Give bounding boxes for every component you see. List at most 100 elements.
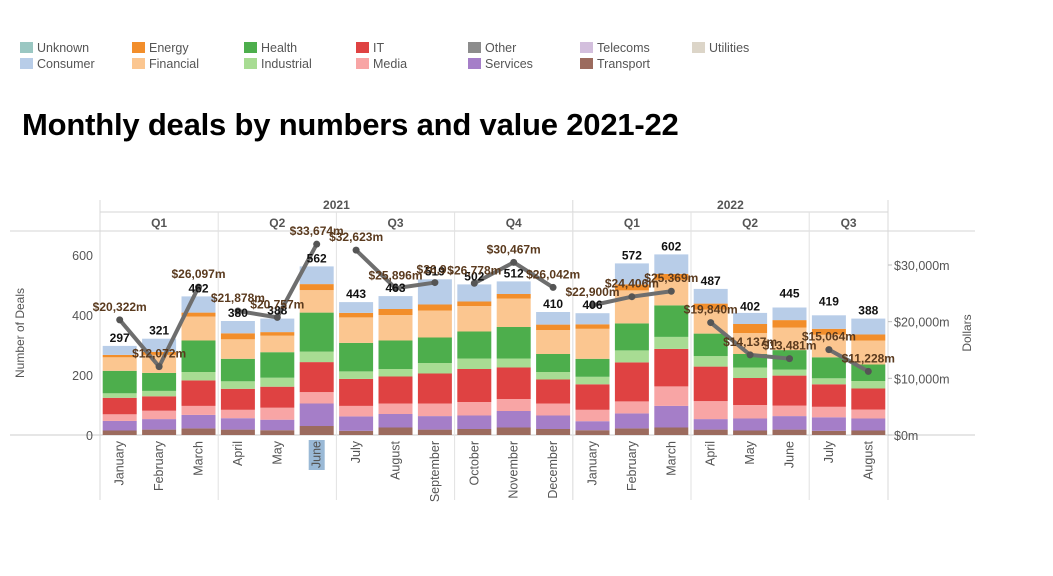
bar-segment-it (181, 380, 216, 406)
deal-value-label: $33,674m (290, 224, 344, 238)
bar-segment-industrial (733, 367, 768, 378)
value-point (707, 319, 715, 327)
month-label: August (861, 440, 875, 479)
bar-segment-services (851, 418, 886, 431)
month-label: February (625, 440, 639, 491)
chart-title: Monthly deals by numbers and value 2021-… (22, 107, 679, 142)
legend-label: Utilities (709, 41, 750, 55)
bar-segment-consumer (299, 266, 334, 285)
bar-segment-industrial (772, 369, 807, 376)
bar-segment-energy (457, 301, 492, 306)
bar-segment-health (378, 340, 413, 369)
bar-segment-services (457, 415, 492, 429)
bar-segment-media (536, 403, 571, 416)
bar-segment-transport (102, 430, 137, 435)
bar-segment-services (496, 411, 531, 428)
legend-label: Financial (149, 57, 200, 71)
value-point (155, 363, 163, 371)
quarter-header: Q3 (841, 216, 857, 230)
month-label: July (349, 440, 363, 463)
bar-segment-consumer (260, 318, 295, 333)
value-point (116, 316, 124, 324)
quarter-header: Q2 (269, 216, 285, 230)
bar-segment-consumer (496, 281, 531, 294)
bar-segment-services (181, 414, 216, 429)
legend-item-industrial[interactable]: Industrial (244, 57, 312, 71)
bar-segment-consumer (378, 296, 413, 309)
bar-segment-health (614, 323, 649, 351)
bar-segment-it (220, 388, 255, 410)
bar-segment-financial (339, 317, 374, 343)
value-point (589, 301, 596, 309)
bar-segment-health (142, 372, 177, 391)
bar-segment-energy (575, 324, 610, 329)
legend-swatch (132, 58, 145, 69)
month-label: June (310, 441, 324, 468)
bar-segment-transport (417, 429, 452, 435)
month-label: March (664, 441, 678, 476)
legend-item-financial[interactable]: Financial (132, 57, 199, 71)
deal-value-label: $15,064m (802, 330, 856, 344)
legend-item-transport[interactable]: Transport (580, 57, 650, 71)
bar-segment-transport (339, 430, 374, 435)
bar-segment-transport (299, 426, 334, 435)
bar-segment-industrial (142, 390, 177, 397)
bar-segment-transport (614, 428, 649, 435)
bar-segment-services (102, 420, 137, 431)
deal-total-label: 602 (661, 239, 681, 253)
bar-segment-it (339, 378, 374, 406)
legend-swatch (20, 58, 33, 69)
bar-segment-services (260, 419, 295, 431)
bar-segment-media (457, 402, 492, 416)
month-label: December (546, 441, 560, 499)
bar-segment-health (536, 354, 571, 372)
deal-total-label: 487 (701, 274, 721, 288)
bar-segment-media (733, 405, 768, 419)
legend-item-unknown[interactable]: Unknown (20, 41, 89, 55)
bar-segment-it (811, 384, 846, 407)
bar-segment-transport (142, 429, 177, 435)
bar-segment-media (575, 409, 610, 422)
bar-segment-energy (220, 333, 255, 340)
bar-segment-financial (260, 335, 295, 353)
bar-segment-it (693, 366, 728, 402)
bar-segment-transport (220, 429, 255, 435)
deal-total-label: 297 (110, 331, 130, 345)
legend-item-telecoms[interactable]: Telecoms (580, 41, 650, 55)
bar-segment-industrial (102, 393, 137, 398)
bar-segment-media (811, 406, 846, 418)
deal-value-label: $12,072m (132, 347, 186, 361)
legend-item-services[interactable]: Services (468, 57, 533, 71)
value-point (864, 367, 872, 375)
bar-segment-services (693, 419, 728, 430)
bar-segment-industrial (496, 358, 531, 368)
bar-segment-services (614, 413, 649, 429)
value-point (746, 351, 754, 359)
bar-segment-media (299, 392, 334, 404)
bar-segment-health (102, 370, 137, 394)
y-tick-left: 200 (72, 369, 93, 383)
legend-item-energy[interactable]: Energy (132, 41, 189, 55)
month-label: April (704, 441, 718, 466)
month-label: September (428, 441, 442, 502)
bar-segment-financial (811, 334, 846, 358)
legend-item-consumer[interactable]: Consumer (20, 57, 95, 71)
deal-total-label: 462 (188, 281, 208, 295)
bar-segment-services (536, 415, 571, 429)
legend-item-utilities[interactable]: Utilities (692, 41, 749, 55)
bar-segment-services (378, 414, 413, 428)
legend-item-health[interactable]: Health (244, 41, 297, 55)
legend-item-it[interactable]: IT (356, 41, 384, 55)
bar-segment-energy (536, 324, 571, 330)
bar-segment-energy (339, 312, 374, 318)
bar-segment-it (575, 384, 610, 410)
bar-segment-services (417, 416, 452, 430)
y-axis-label-left: Number of Deals (13, 288, 27, 378)
legend-item-media[interactable]: Media (356, 57, 407, 71)
bar-segment-health (181, 340, 216, 372)
value-point (825, 346, 833, 354)
legend-item-other[interactable]: Other (468, 41, 516, 55)
bar-segment-industrial (654, 336, 689, 349)
bar-segment-health (339, 342, 374, 372)
